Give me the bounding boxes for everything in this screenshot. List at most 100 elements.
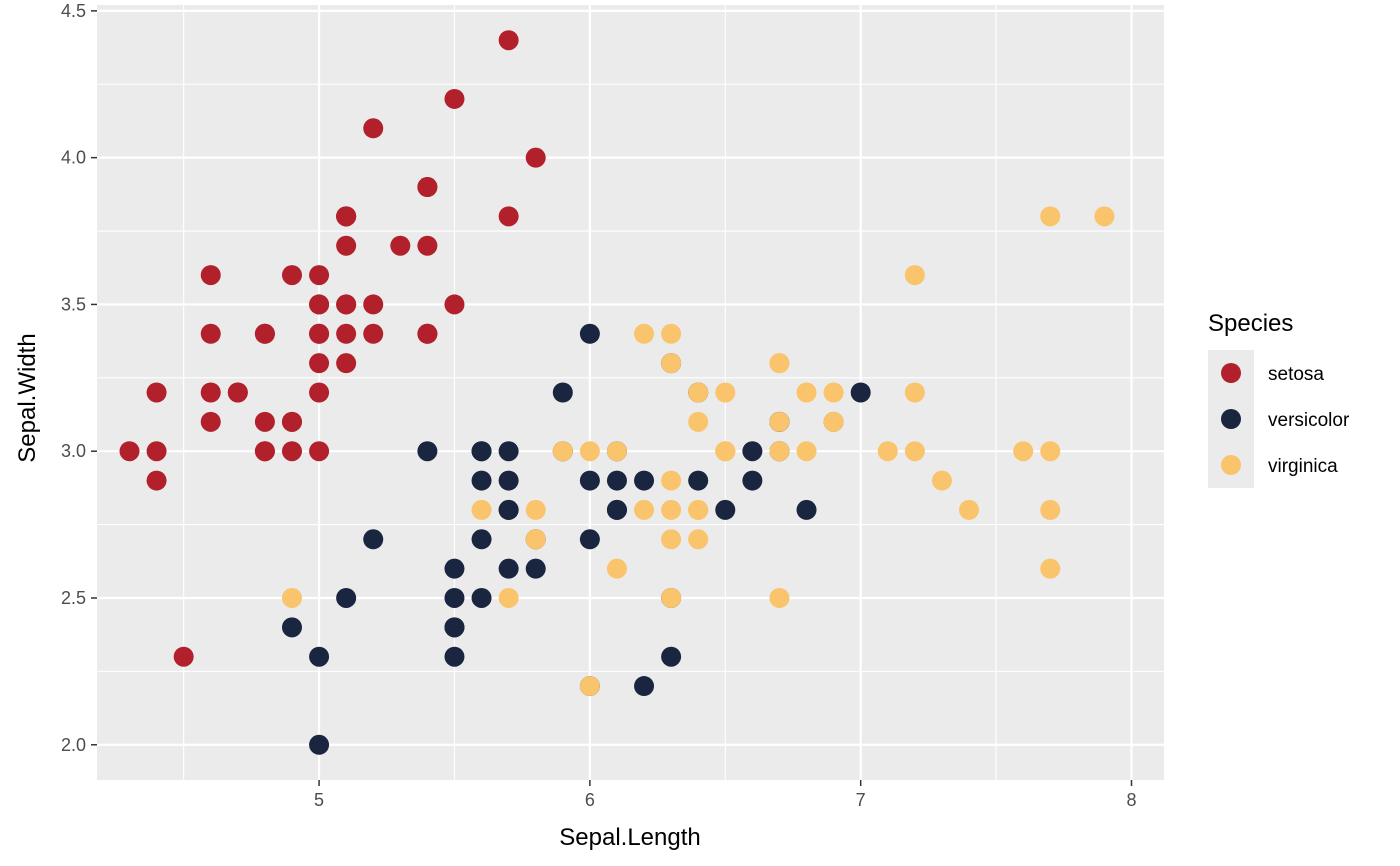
point-virginica — [661, 587, 682, 608]
point-versicolor — [606, 499, 627, 520]
point-versicolor — [796, 499, 817, 520]
y-tick-label: 4.0 — [61, 148, 86, 168]
data-points — [119, 30, 1115, 755]
legend-label-versicolor: versicolor — [1268, 410, 1350, 431]
legend-key-versicolor — [1221, 409, 1241, 429]
point-virginica — [1040, 206, 1061, 227]
point-setosa — [281, 265, 302, 286]
major-gridlines — [97, 5, 1164, 780]
point-setosa — [336, 206, 357, 227]
point-virginica — [769, 587, 790, 608]
legend-title: Species — [1208, 310, 1293, 337]
point-versicolor — [498, 558, 519, 579]
point-setosa — [200, 382, 221, 403]
point-setosa — [444, 88, 465, 109]
point-virginica — [715, 382, 736, 403]
point-versicolor — [417, 441, 438, 462]
point-virginica — [904, 382, 925, 403]
legend-key-virginica — [1221, 455, 1241, 475]
legend-key-setosa — [1221, 363, 1241, 383]
point-virginica — [823, 411, 844, 432]
point-virginica — [1040, 558, 1061, 579]
point-setosa — [146, 441, 167, 462]
point-setosa — [309, 265, 330, 286]
point-setosa — [227, 382, 248, 403]
point-virginica — [634, 323, 655, 344]
x-tick-label: 8 — [1126, 790, 1136, 810]
point-versicolor — [634, 676, 655, 697]
point-setosa — [254, 411, 275, 432]
plot-panel — [97, 5, 1164, 780]
point-setosa — [417, 177, 438, 198]
point-setosa — [309, 441, 330, 462]
point-setosa — [498, 30, 519, 51]
point-versicolor — [606, 470, 627, 491]
point-setosa — [254, 323, 275, 344]
point-virginica — [634, 499, 655, 520]
point-versicolor — [309, 646, 330, 667]
point-virginica — [579, 441, 600, 462]
y-tick-label: 2.0 — [61, 735, 86, 755]
point-setosa — [336, 323, 357, 344]
point-versicolor — [471, 529, 492, 550]
point-virginica — [688, 411, 709, 432]
point-virginica — [1013, 441, 1034, 462]
point-setosa — [309, 382, 330, 403]
x-axis-title: Sepal.Length — [559, 824, 700, 851]
point-virginica — [606, 558, 627, 579]
point-virginica — [823, 382, 844, 403]
point-versicolor — [471, 470, 492, 491]
point-virginica — [552, 441, 573, 462]
point-setosa — [390, 235, 411, 256]
x-tick-label: 5 — [314, 790, 324, 810]
point-virginica — [877, 441, 898, 462]
point-virginica — [661, 529, 682, 550]
point-virginica — [769, 441, 790, 462]
point-virginica — [904, 265, 925, 286]
point-versicolor — [444, 587, 465, 608]
y-tick-label: 3.0 — [61, 441, 86, 461]
x-tick-label: 6 — [585, 790, 595, 810]
point-setosa — [363, 294, 384, 315]
point-virginica — [769, 411, 790, 432]
point-versicolor — [525, 558, 546, 579]
x-axis: 5 6 7 8 — [314, 780, 1137, 810]
point-virginica — [688, 529, 709, 550]
point-versicolor — [742, 470, 763, 491]
point-virginica — [796, 441, 817, 462]
point-versicolor — [661, 646, 682, 667]
point-virginica — [904, 441, 925, 462]
y-tick-label: 2.5 — [61, 588, 86, 608]
point-versicolor — [688, 470, 709, 491]
point-versicolor — [579, 470, 600, 491]
point-setosa — [498, 206, 519, 227]
point-setosa — [309, 294, 330, 315]
point-virginica — [661, 499, 682, 520]
point-setosa — [417, 323, 438, 344]
point-virginica — [1040, 499, 1061, 520]
point-virginica — [661, 470, 682, 491]
point-virginica — [688, 499, 709, 520]
point-virginica — [471, 499, 492, 520]
point-setosa — [336, 353, 357, 374]
point-versicolor — [634, 470, 655, 491]
point-virginica — [661, 353, 682, 374]
point-setosa — [146, 470, 167, 491]
point-virginica — [688, 382, 709, 403]
point-setosa — [309, 323, 330, 344]
y-axis: 2.0 2.5 3.0 3.5 4.0 4.5 — [61, 1, 97, 755]
y-tick-label: 3.5 — [61, 294, 86, 314]
point-virginica — [1040, 441, 1061, 462]
point-versicolor — [444, 646, 465, 667]
point-setosa — [254, 441, 275, 462]
point-setosa — [281, 441, 302, 462]
point-setosa — [173, 646, 194, 667]
point-versicolor — [444, 617, 465, 638]
point-setosa — [200, 411, 221, 432]
point-setosa — [363, 118, 384, 139]
point-virginica — [715, 441, 736, 462]
minor-gridlines — [97, 5, 1164, 780]
point-virginica — [579, 676, 600, 697]
point-setosa — [281, 411, 302, 432]
